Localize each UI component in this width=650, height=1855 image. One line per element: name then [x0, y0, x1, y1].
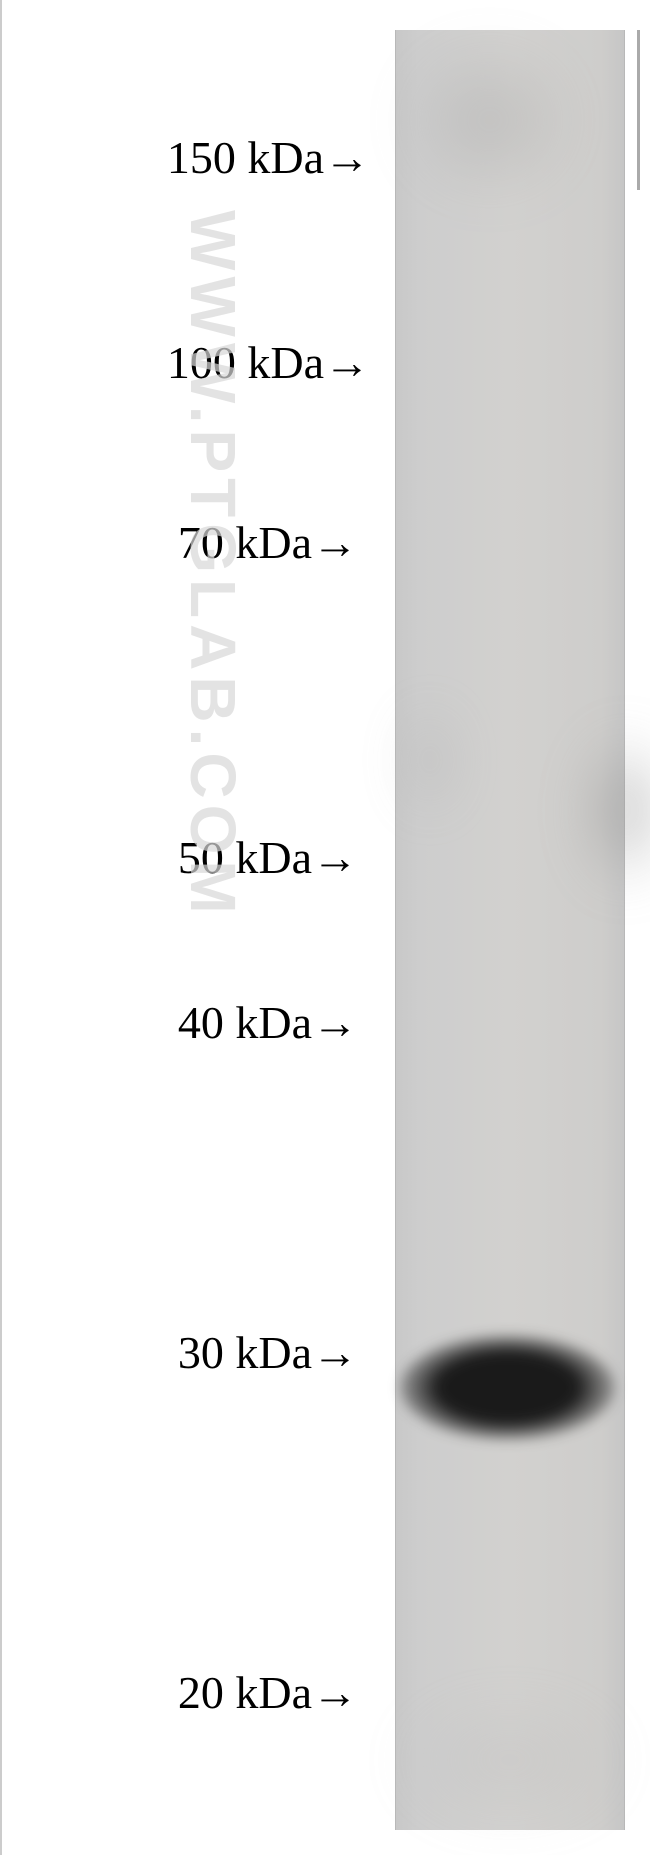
smudge [400, 1700, 620, 1820]
marker-label: 30 kDa→ [178, 1326, 358, 1379]
marker-text: 150 kDa [167, 132, 324, 183]
arrow-icon: → [312, 1327, 358, 1378]
marker-text: 20 kDa [178, 1667, 312, 1718]
blot-lane [395, 30, 625, 1830]
left-border [0, 0, 2, 1855]
smudge [410, 50, 570, 190]
main-band-30kda [400, 1335, 615, 1440]
blot-container: 150 kDa→100 kDa→70 kDa→50 kDa→40 kDa→30 … [0, 0, 650, 1855]
marker-text: 40 kDa [178, 997, 312, 1048]
marker-text: 30 kDa [178, 1327, 312, 1378]
marker-label: 40 kDa→ [178, 996, 358, 1049]
marker-label: 20 kDa→ [178, 1666, 358, 1719]
arrow-icon: → [324, 337, 370, 388]
arrow-icon: → [324, 132, 370, 183]
arrow-icon: → [312, 1667, 358, 1718]
marker-label: 150 kDa→ [167, 131, 370, 184]
smudge [400, 700, 460, 820]
arrow-icon: → [312, 997, 358, 1048]
right-edge-line [637, 30, 640, 190]
watermark-text: WWW.PTGLAB.COM [176, 210, 250, 920]
arrow-icon: → [312, 832, 358, 883]
arrow-icon: → [312, 517, 358, 568]
